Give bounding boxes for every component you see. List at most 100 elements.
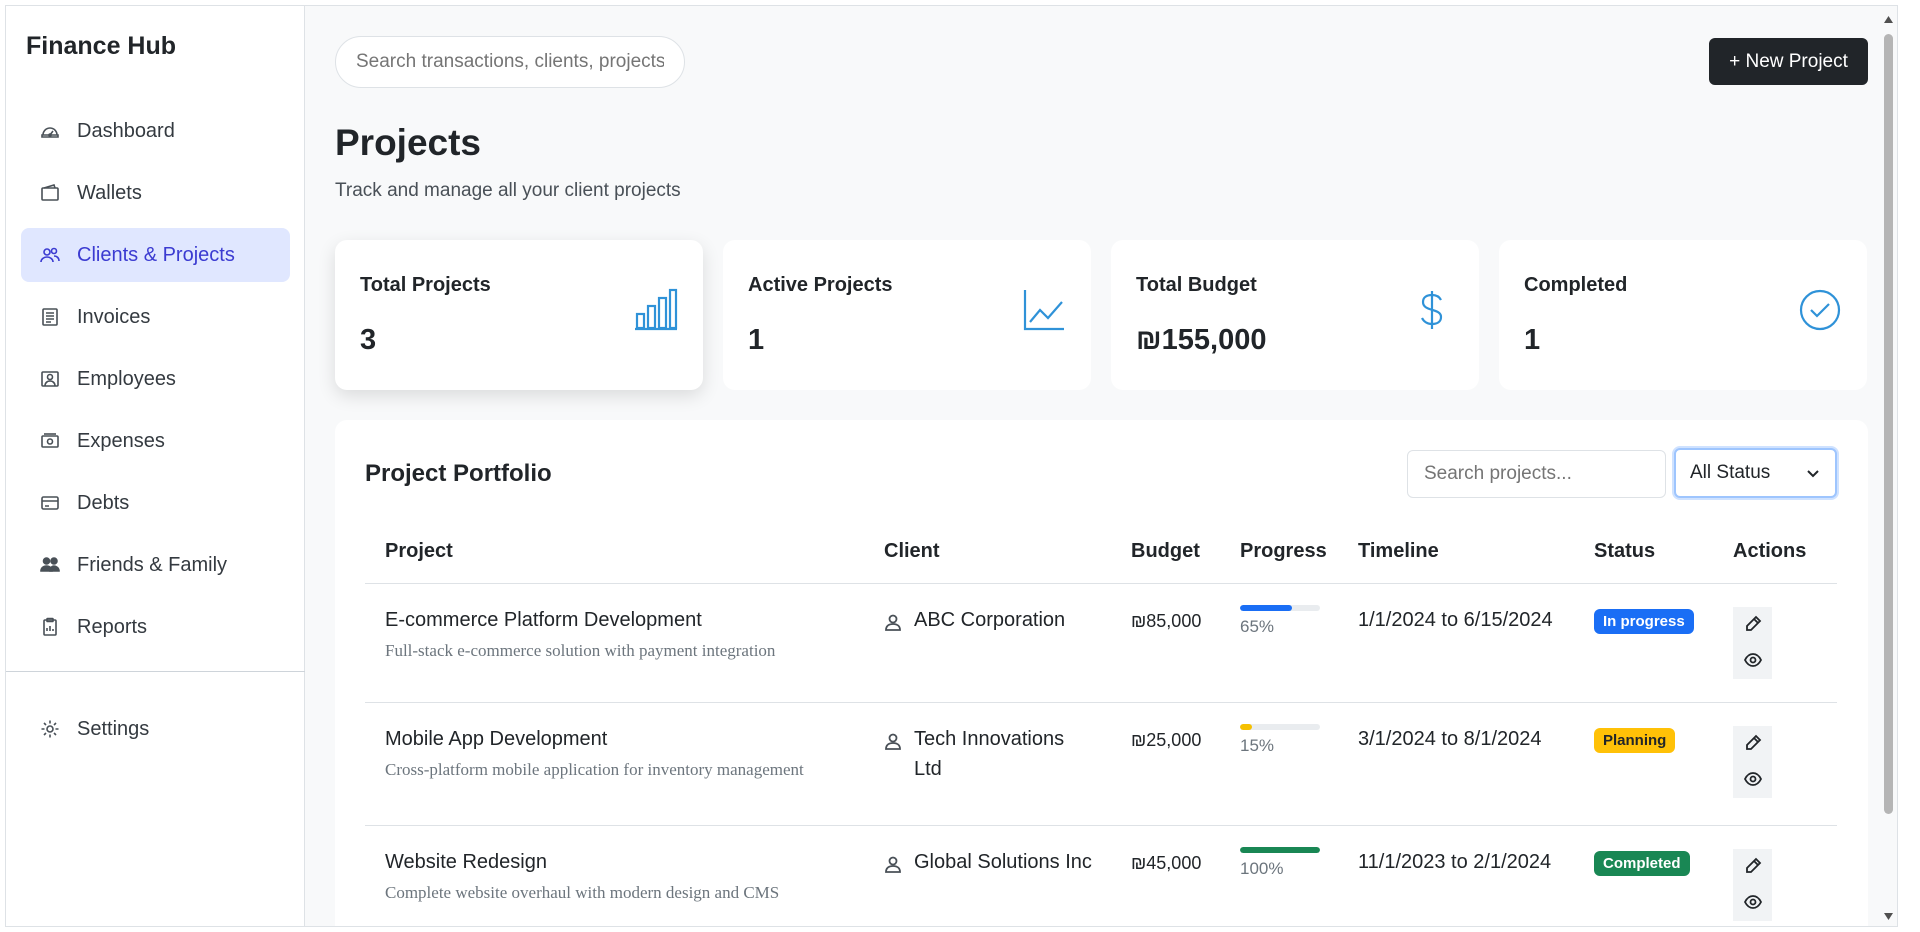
edit-button[interactable] <box>1733 849 1772 885</box>
line-chart-icon <box>1022 288 1066 332</box>
column-header-status[interactable]: Status <box>1594 540 1656 562</box>
table-row[interactable]: Mobile App Development Cross-platform mo… <box>365 704 1837 826</box>
sidebar-item-label: Reports <box>77 615 148 638</box>
status-cell: Completed <box>1594 851 1690 876</box>
status-cell: In progress <box>1594 609 1694 634</box>
global-search-input[interactable] <box>335 36 685 88</box>
bar-chart-icon <box>634 288 678 332</box>
progress-cell: 65% <box>1240 605 1320 637</box>
actions-cell <box>1733 726 1772 798</box>
column-header-project[interactable]: Project <box>385 540 453 562</box>
project-name: E-commerce Platform Development <box>385 609 702 631</box>
stats-row: Total Projects 3 Active Projects 1 Total… <box>335 240 1868 390</box>
view-button[interactable] <box>1733 643 1772 679</box>
progress-bar <box>1240 605 1320 611</box>
cash-icon <box>39 430 61 452</box>
sidebar-item-clients-projects[interactable]: Clients & Projects <box>21 228 290 282</box>
clipboard-icon <box>39 616 61 638</box>
app-window: Finance Hub Dashboard Wallets Clients & … <box>5 5 1898 927</box>
sidebar: Finance Hub Dashboard Wallets Clients & … <box>6 6 305 926</box>
column-header-budget[interactable]: Budget <box>1131 540 1200 562</box>
stat-value: 1 <box>1524 324 1541 356</box>
project-name: Mobile App Development <box>385 728 608 750</box>
view-button[interactable] <box>1733 885 1772 921</box>
user-icon <box>884 729 902 750</box>
actions-cell <box>1733 849 1772 921</box>
sidebar-item-settings[interactable]: Settings <box>21 702 290 756</box>
employee-icon <box>39 368 61 390</box>
status-filter-value: All Status <box>1690 462 1771 483</box>
stat-label: Total Budget <box>1136 274 1257 296</box>
app-title: Finance Hub <box>26 32 177 60</box>
user-icon <box>884 610 902 631</box>
progress-percent: 15% <box>1240 736 1275 755</box>
actions-cell <box>1733 607 1772 679</box>
view-button[interactable] <box>1733 762 1772 798</box>
stat-label: Total Projects <box>360 274 491 296</box>
status-badge: In progress <box>1594 609 1694 634</box>
project-search-input[interactable] <box>1407 450 1666 498</box>
project-cell: E-commerce Platform Development Full-sta… <box>385 609 865 664</box>
client-cell: Tech Innovations Ltd <box>884 724 1104 784</box>
column-header-progress[interactable]: Progress <box>1240 540 1327 562</box>
sidebar-item-dashboard[interactable]: Dashboard <box>21 104 290 158</box>
scroll-down-arrow-icon[interactable] <box>1883 909 1894 920</box>
progress-bar <box>1240 724 1320 730</box>
wallet-icon <box>39 182 61 204</box>
client-name: Global Solutions Inc <box>914 851 1092 873</box>
stat-card-total-projects: Total Projects 3 <box>335 240 703 390</box>
sidebar-item-label: Employees <box>77 367 176 390</box>
edit-button[interactable] <box>1733 607 1772 643</box>
main-content: + New Project Projects Track and manage … <box>306 6 1897 926</box>
page-subtitle: Track and manage all your client project… <box>335 180 681 201</box>
sidebar-item-employees[interactable]: Employees <box>21 352 290 406</box>
progress-percent: 65% <box>1240 617 1275 636</box>
project-description: Cross-platform mobile application for in… <box>385 760 804 779</box>
progress-fill <box>1240 605 1292 611</box>
sidebar-item-expenses[interactable]: Expenses <box>21 414 290 468</box>
sidebar-item-debts[interactable]: Debts <box>21 476 290 530</box>
client-cell: Global Solutions Inc <box>884 847 1114 877</box>
progress-cell: 100% <box>1240 847 1320 879</box>
status-filter-select[interactable]: All Status <box>1674 448 1837 498</box>
stat-card-completed: Completed 1 <box>1499 240 1867 390</box>
timeline-cell: 11/1/2023 to 2/1/2024 <box>1358 851 1552 873</box>
timeline-cell: 1/1/2024 to 6/15/2024 <box>1358 609 1553 631</box>
sidebar-item-wallets[interactable]: Wallets <box>21 166 290 220</box>
stat-card-active-projects: Active Projects 1 <box>723 240 1091 390</box>
sidebar-item-reports[interactable]: Reports <box>21 600 290 654</box>
sidebar-item-invoices[interactable]: Invoices <box>21 290 290 344</box>
table-row[interactable]: Website Redesign Complete website overha… <box>365 827 1837 926</box>
column-header-client[interactable]: Client <box>884 540 940 562</box>
client-cell: ABC Corporation <box>884 605 1104 635</box>
page-scrollbar[interactable] <box>1880 6 1897 926</box>
scrollbar-thumb[interactable] <box>1884 34 1893 814</box>
scroll-up-arrow-icon[interactable] <box>1883 12 1894 23</box>
column-header-timeline[interactable]: Timeline <box>1358 540 1439 562</box>
stat-value: ₪155,000 <box>1136 324 1267 356</box>
sidebar-nav: Dashboard Wallets Clients & Projects Inv… <box>21 104 290 662</box>
sidebar-item-label: Dashboard <box>77 119 175 142</box>
people-icon <box>39 554 61 576</box>
client-name: Tech Innovations Ltd <box>914 728 1065 780</box>
dashboard-icon <box>39 120 61 142</box>
sidebar-item-label: Expenses <box>77 429 165 452</box>
page-title: Projects <box>335 122 482 163</box>
status-badge: Planning <box>1594 728 1676 753</box>
client-name: ABC Corporation <box>914 609 1066 631</box>
project-description: Complete website overhaul with modern de… <box>385 883 780 902</box>
budget-cell: ₪45,000 <box>1131 853 1202 873</box>
user-icon <box>884 852 902 873</box>
sidebar-item-friends-family[interactable]: Friends & Family <box>21 538 290 592</box>
pencil-icon <box>1744 857 1762 878</box>
sidebar-divider <box>6 671 305 672</box>
sidebar-item-label: Friends & Family <box>77 553 228 576</box>
table-row[interactable]: E-commerce Platform Development Full-sta… <box>365 585 1837 703</box>
table-header: Project Client Budget Progress Timeline … <box>365 528 1837 584</box>
progress-fill <box>1240 724 1252 730</box>
edit-button[interactable] <box>1733 726 1772 762</box>
dollar-icon <box>1410 288 1454 332</box>
project-cell: Mobile App Development Cross-platform mo… <box>385 728 865 783</box>
new-project-button[interactable]: + New Project <box>1709 38 1868 85</box>
progress-fill <box>1240 847 1320 853</box>
